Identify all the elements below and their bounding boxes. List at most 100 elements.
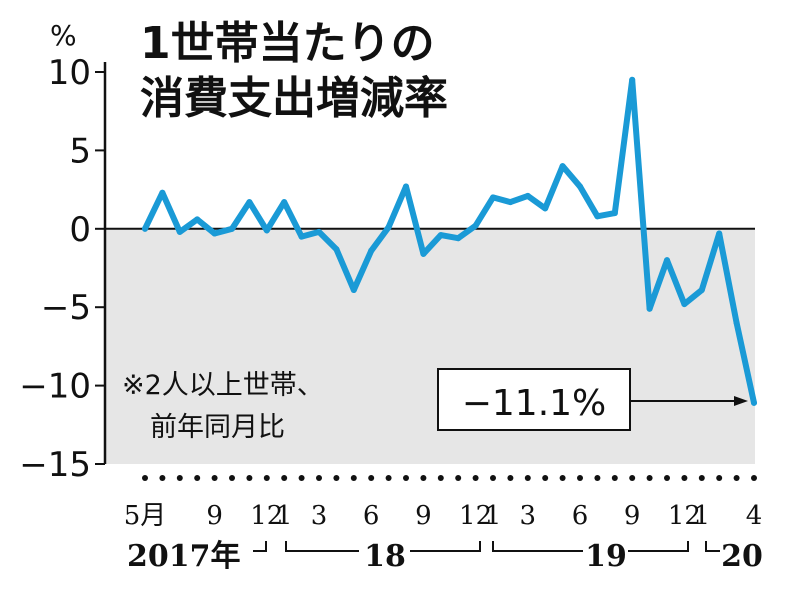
x-axis-dot [263, 475, 270, 481]
x-tick-label: 3 [520, 501, 537, 531]
x-tick-label: 6 [572, 501, 589, 531]
data-point [229, 225, 235, 232]
data-point [159, 189, 166, 196]
x-axis-dot [229, 475, 235, 481]
series-line [142, 76, 757, 406]
data-point [194, 216, 201, 223]
bracket-2019-end [628, 541, 689, 552]
x-tick-label: 1 [485, 501, 502, 531]
x-axis-dot [507, 475, 514, 481]
data-point [664, 257, 670, 264]
bracket-2017 [253, 541, 267, 552]
callout-box [437, 368, 631, 431]
data-point [176, 228, 183, 235]
x-tick-label: 9 [415, 501, 432, 531]
x-tick-label: 1 [694, 501, 711, 531]
x-axis-dot [403, 475, 409, 481]
bracket-2018 [285, 541, 359, 552]
data-point [246, 199, 253, 206]
data-point [263, 227, 270, 234]
x-axis-dot [455, 475, 462, 481]
x-axis-dot [437, 475, 444, 481]
x-axis-dot [716, 475, 723, 481]
data-point [368, 247, 375, 254]
data-point [142, 225, 148, 232]
x-axis-dot [194, 475, 201, 481]
data-point [698, 286, 705, 293]
x-tick-label: 12 [459, 501, 492, 531]
data-point [455, 235, 462, 242]
x-axis-dot [681, 475, 688, 481]
x-axis-dot [281, 475, 288, 481]
data-point [681, 301, 688, 308]
x-tick-label: 5月 [124, 501, 167, 531]
y-tick-label: −10 [19, 367, 91, 407]
x-tick-label: 12 [668, 501, 701, 531]
x-axis-dot [159, 475, 166, 481]
data-point [594, 213, 601, 220]
x-axis-dot [316, 475, 322, 481]
y-tick-label: 0 [69, 210, 91, 250]
x-axis-dot [733, 475, 740, 481]
data-point [333, 246, 340, 253]
data-point [472, 222, 479, 229]
bracket-2019 [492, 541, 583, 552]
data-point [646, 305, 653, 312]
data-point [542, 205, 549, 212]
x-axis-dot [698, 475, 705, 481]
year-label-2018: 18 [364, 539, 406, 574]
x-axis-dot [368, 475, 375, 481]
data-point [281, 199, 288, 206]
data-point [316, 228, 322, 235]
data-point [716, 230, 723, 237]
data-point [751, 399, 757, 406]
data-point [298, 233, 305, 240]
data-point [507, 199, 514, 206]
x-axis-dot [350, 475, 357, 481]
x-axis-dots [142, 475, 757, 481]
data-point [733, 319, 740, 326]
x-axis-ticks: 5月 9 121 3 6 9 121 3 6 9 121 4 [124, 501, 763, 531]
x-tick-label: 3 [311, 501, 328, 531]
x-axis-dot [559, 475, 566, 481]
x-axis-dot [246, 475, 253, 481]
chart-title-line-2: 消費支出増減率 [140, 73, 448, 124]
y-tick-label: 10 [48, 53, 91, 93]
x-axis-dot [524, 475, 531, 481]
x-tick-label: 4 [746, 501, 763, 531]
x-axis-dot [611, 475, 618, 481]
data-point [437, 232, 444, 239]
callout-arrow-icon [734, 396, 748, 406]
y-tick-label: −15 [19, 445, 91, 485]
x-tick-label: 12 [250, 501, 283, 531]
x-axis-dot [176, 475, 183, 481]
data-point [420, 250, 427, 257]
year-label-2017: 2017年 [127, 539, 241, 574]
note-line-2: 前年同月比 [150, 412, 285, 443]
x-tick-label: 1 [276, 501, 293, 531]
y-tick-label: −5 [41, 288, 91, 328]
year-brackets [253, 541, 720, 552]
x-axis-dot [490, 475, 496, 481]
note-line-1: ※2人以上世帯、 [122, 370, 324, 401]
x-axis-dot [664, 475, 670, 481]
year-label-2020: 20 [721, 539, 763, 574]
data-point [403, 183, 409, 190]
data-point [385, 224, 392, 231]
data-point [629, 76, 636, 83]
x-axis-dot [142, 475, 148, 481]
x-axis-dot [577, 475, 583, 481]
x-axis-dot [298, 475, 305, 481]
callout-label: −11.1% [462, 383, 607, 424]
year-label-2019: 19 [585, 539, 627, 574]
x-axis-dot [420, 475, 427, 481]
x-axis-dot [385, 475, 392, 481]
x-axis-dot [751, 475, 757, 481]
data-point [490, 194, 496, 201]
x-axis-dot [472, 475, 479, 481]
x-axis-dot [594, 475, 601, 481]
y-tick-label: 5 [69, 131, 91, 171]
data-point [524, 192, 531, 199]
x-tick-label: 6 [363, 501, 380, 531]
